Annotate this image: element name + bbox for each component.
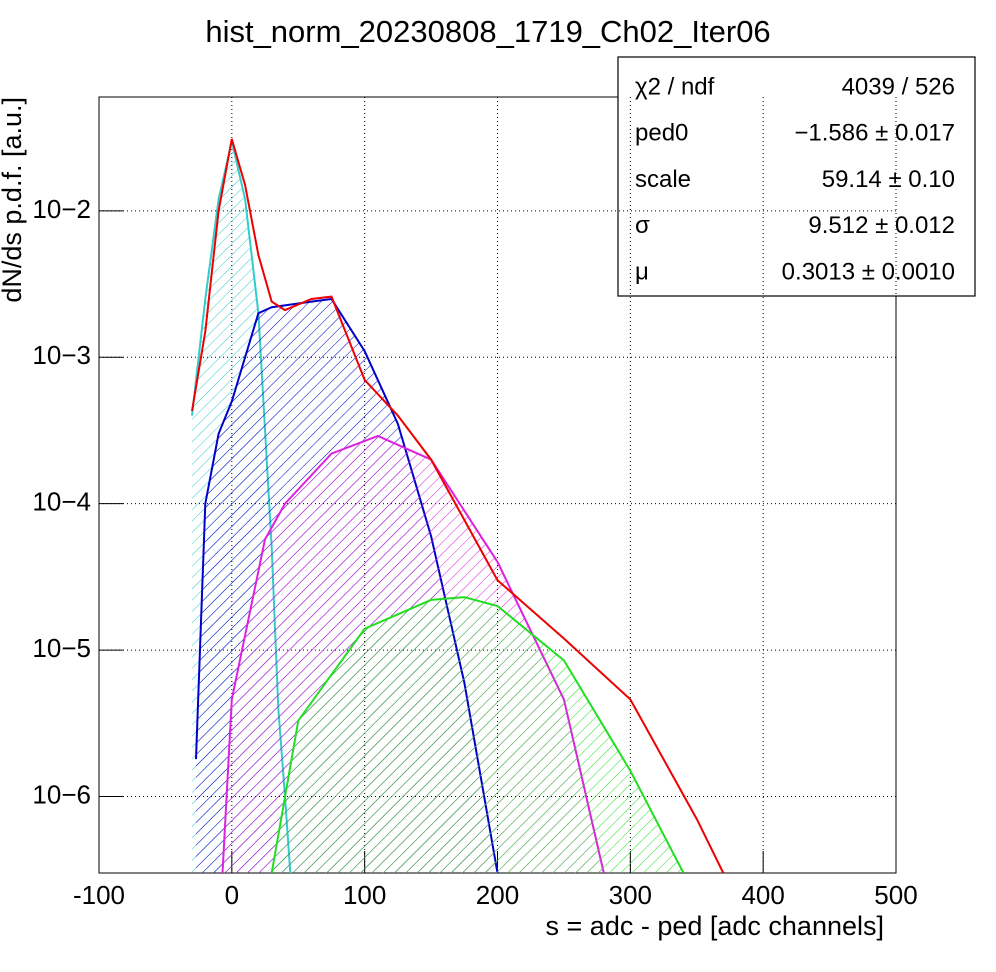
y-tick-label: 10−5	[32, 633, 91, 663]
fit-curve	[270, 596, 685, 873]
x-tick-label: 400	[741, 880, 784, 910]
stats-name: χ2 / ndf	[635, 73, 715, 100]
stats-value: 4039 / 526	[842, 73, 955, 100]
x-tick-label: 100	[343, 880, 386, 910]
y-tick-label: 10−3	[32, 340, 91, 370]
stats-value: 9.512 ± 0.012	[808, 212, 955, 239]
stats-name: μ	[635, 259, 649, 286]
hatched-area	[271, 597, 684, 873]
stats-value: 59.14 ± 0.10	[822, 166, 955, 193]
stats-name: σ	[635, 212, 650, 239]
x-tick-label: 300	[609, 880, 652, 910]
y-tick-label: 10−6	[32, 779, 91, 809]
stats-box: χ2 / ndf 4039 / 526 ped0 −1.586 ± 0.017 scal…	[617, 56, 976, 297]
stats-frame	[617, 56, 976, 297]
x-axis-label: s = adc - ped [adc channels]	[546, 911, 884, 941]
x-tick-label: 200	[476, 880, 519, 910]
fit-curve	[221, 434, 605, 873]
fit-curve	[191, 138, 725, 873]
y-axis-label: dN/ds p.d.f. [a.u.]	[0, 97, 27, 303]
stats-value: 0.3013 ± 0.0010	[782, 259, 955, 286]
stats-name: ped0	[635, 120, 688, 147]
y-tick-label: 10−2	[32, 194, 91, 224]
x-tick-label: -100	[73, 880, 125, 910]
y-tick-label: 10−4	[32, 487, 91, 517]
plot-area	[191, 138, 725, 873]
x-tick-label: 0	[225, 880, 239, 910]
stats-name: scale	[635, 166, 691, 193]
x-tick-label: 500	[874, 880, 917, 910]
chart-title: hist_norm_20230808_1719_Ch02_Iter06	[205, 14, 770, 49]
stats-value: −1.586 ± 0.017	[794, 120, 955, 147]
